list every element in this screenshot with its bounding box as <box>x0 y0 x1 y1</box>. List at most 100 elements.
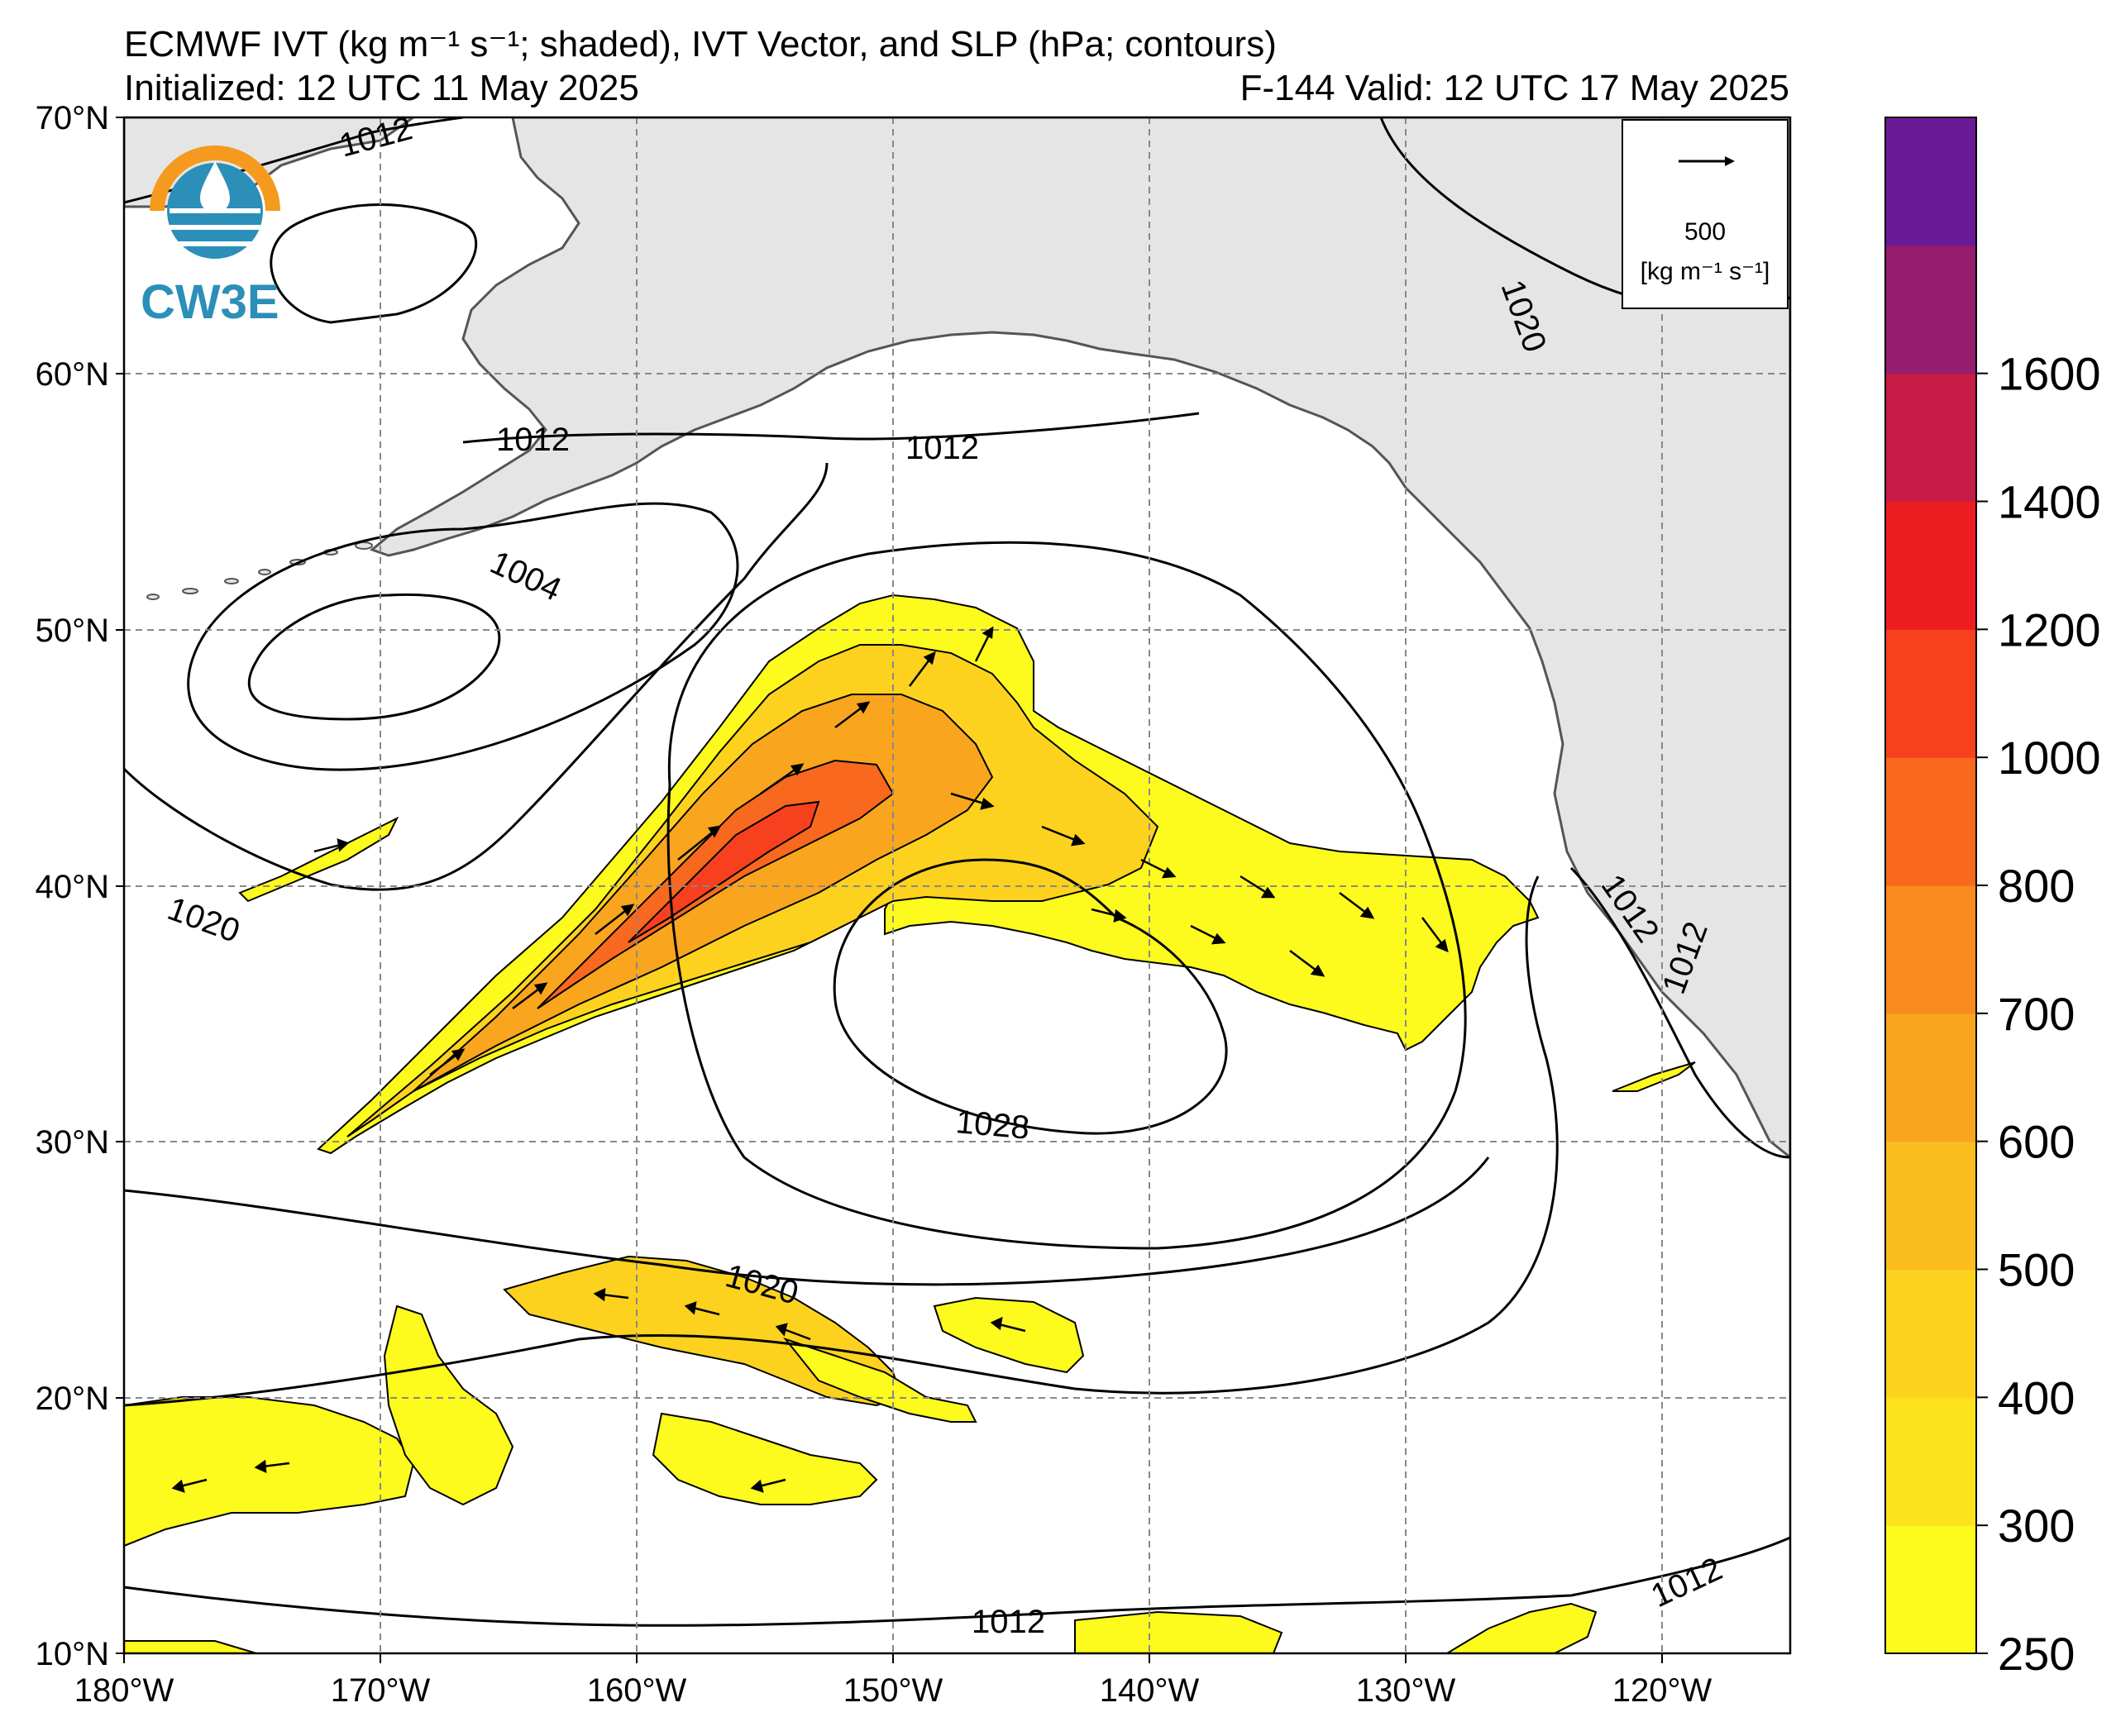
lon-tick-label: 170°W <box>331 1672 431 1709</box>
lon-tick-label: 130°W <box>1356 1672 1456 1709</box>
colorbar-segment <box>1885 1269 1976 1398</box>
initialized-label: Initialized: 12 UTC 11 May 2025 <box>124 68 639 108</box>
ivt-tropical-patch-2 <box>933 1296 1085 1374</box>
lat-tick-label: 30°N <box>36 1124 109 1161</box>
ivt-vector-arrow <box>512 982 548 1009</box>
slp-label: 1028 <box>954 1104 1030 1147</box>
colorbar-segment <box>1885 245 1976 374</box>
ivt-vector-arrow <box>254 1459 290 1474</box>
colorbar-tick-label: 1400 <box>1998 476 2101 528</box>
colorbar-segment <box>1885 117 1976 246</box>
ivt-vector-arrow <box>593 1287 629 1302</box>
ivt-tropical-patch-6 <box>652 1412 878 1505</box>
colorbar-segment <box>1885 629 1976 758</box>
legend-unit: [kg m⁻¹ s⁻¹] <box>1641 258 1770 285</box>
lon-tick-label: 160°W <box>587 1672 687 1709</box>
colorbar-segment <box>1885 1525 1976 1654</box>
vector-legend: 500 [kg m⁻¹ s⁻¹] <box>1622 119 1789 309</box>
lat-tick-label: 40°N <box>36 869 109 905</box>
cw3e-logo: CW3E <box>141 145 280 329</box>
ivt-vector-arrow <box>1240 875 1276 899</box>
slp-label: 1012 <box>905 430 979 466</box>
ivt-vector-arrow <box>974 626 994 662</box>
ivt-vector-arrow <box>775 1323 811 1341</box>
logo-text: CW3E <box>141 275 279 329</box>
slp-contour-line <box>666 541 1467 1250</box>
slp-contour-line <box>124 462 829 891</box>
colorbar-segment <box>1885 501 1976 630</box>
ivt-vector-arrow <box>1421 917 1449 953</box>
lon-tick-label: 140°W <box>1100 1672 1200 1709</box>
ivt-vector-arrow <box>834 701 871 728</box>
slp-contour-line <box>270 203 478 324</box>
colorbar-tick-label: 300 <box>1998 1500 2075 1552</box>
slp-label: 1012 <box>972 1604 1045 1640</box>
colorbar-segment <box>1885 757 1976 886</box>
latitude-axis: 70°N 60°N 50°N 40°N 30°N 20°N 10°N <box>36 100 124 1672</box>
slp-contour-line <box>187 502 739 771</box>
ivt-tropical-patch-4 <box>124 1396 415 1548</box>
ivt-vector-arrow <box>1339 892 1375 919</box>
gridlines <box>124 117 1790 1653</box>
colorbar-tick-label: 1200 <box>1998 603 2101 656</box>
lat-tick-label: 10°N <box>36 1636 109 1672</box>
ivt-tropical-patch-5 <box>383 1304 514 1506</box>
slp-contour-line <box>462 412 1200 444</box>
ivt-tropical-patch-7 <box>1074 1610 1283 1653</box>
slp-contour-line <box>1569 866 1790 1159</box>
colorbar-tick-label: 700 <box>1998 988 2075 1040</box>
ivt-vector-arrow <box>1289 950 1325 977</box>
legend-value: 500 <box>1684 218 1726 246</box>
lat-tick-label: 70°N <box>36 100 109 136</box>
ivt-vector-arrow <box>171 1478 208 1493</box>
colorbar-tick-label: 400 <box>1998 1371 2075 1424</box>
ivt-shading <box>124 594 1696 1653</box>
slp-contour-line <box>247 593 501 721</box>
lon-tick-label: 180°W <box>74 1672 174 1709</box>
colorbar-segment <box>1885 1141 1976 1270</box>
ivt-colorbar: 250 300 400 500 600 700 800 1000 1200 1400 1600 <box>1884 117 2101 1680</box>
north-america-landmass <box>370 117 1790 1159</box>
colorbar-tick-label: 800 <box>1998 860 2075 912</box>
ivt-vector-arrow <box>1041 825 1086 847</box>
lon-tick-label: 150°W <box>843 1672 943 1709</box>
colorbar-segment <box>1885 885 1976 1014</box>
ivt-vector-arrow <box>684 1301 720 1316</box>
ivt-vectors <box>171 626 1449 1493</box>
ivt-vector-arrow <box>950 792 995 810</box>
colorbar-tick-label: 1600 <box>1998 348 2101 400</box>
ivt-vector-arrow <box>1140 858 1177 879</box>
slp-contours <box>124 117 1790 1627</box>
colorbar-tick-label: 600 <box>1998 1116 2075 1168</box>
lon-tick-label: 120°W <box>1612 1672 1712 1709</box>
slp-contour-line <box>124 875 1559 1407</box>
colorbar-segment <box>1885 1397 1976 1526</box>
colorbar-segment <box>1885 373 1976 502</box>
colorbar-tick-label: 1000 <box>1998 732 2101 784</box>
lat-tick-label: 50°N <box>36 613 109 649</box>
colorbar-tick-label: 250 <box>1998 1628 2075 1680</box>
longitude-axis: 180°W 170°W 160°W 150°W 140°W 130°W 120°… <box>74 1653 1712 1709</box>
colorbar-tick-label: 500 <box>1998 1244 2075 1296</box>
ivt-vector-arrow <box>429 1048 466 1075</box>
ivt-vector-arrow <box>1190 924 1226 945</box>
ivt-vector-arrow <box>750 1478 786 1493</box>
lat-tick-label: 20°N <box>36 1381 109 1417</box>
ivt-1000-contour <box>628 800 820 943</box>
logo-sun-arc-icon <box>150 145 280 212</box>
ivt-vector-arrow <box>313 838 350 853</box>
ivt-vector-arrow <box>760 763 805 795</box>
slp-contour-line <box>124 1536 1790 1627</box>
colorbar-segment <box>1885 1013 1976 1142</box>
logo-drop-icon <box>200 161 230 213</box>
ivt-vector-arrow <box>990 1316 1026 1333</box>
ivt-vector-arrow <box>595 904 635 935</box>
valid-time-label: F-144 Valid: 12 UTC 17 May 2025 <box>1240 68 1789 108</box>
ivt-vector-arrow <box>909 651 936 687</box>
slp-label: 1012 <box>496 422 570 458</box>
ivt-vector-arrow <box>677 825 722 861</box>
ivt-streak-west <box>238 816 399 903</box>
slp-contour-line <box>124 1157 1490 1286</box>
ivt-tropical-patch-3 <box>783 1337 977 1423</box>
